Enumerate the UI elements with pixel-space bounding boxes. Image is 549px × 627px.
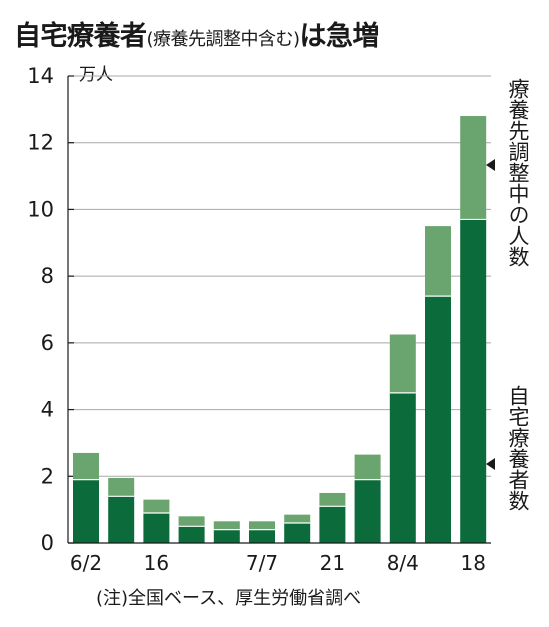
bar-home — [354, 479, 381, 543]
y-tick-label: 6 — [41, 331, 54, 355]
x-tick-label: 6/2 — [70, 551, 102, 575]
bar-adjusting — [425, 226, 451, 297]
bar-home — [143, 512, 170, 543]
bar-adjusting — [249, 521, 275, 530]
bar-home — [284, 522, 311, 543]
bar-adjusting — [213, 521, 240, 530]
y-axis-unit: 万人 — [79, 65, 113, 85]
legend-label-home: 自宅療養者数 — [506, 385, 530, 511]
bar-home — [249, 529, 275, 543]
x-tick-label: 8/4 — [387, 551, 419, 575]
title-tail: は急増 — [299, 21, 380, 52]
bar-adjusting — [178, 516, 205, 527]
title-sub: (療養先調整中含む) — [146, 29, 301, 50]
bar-home — [108, 496, 135, 543]
title-main: 自宅療養者 — [14, 21, 147, 52]
legend-label-adjusting: 療養先調整中の人数 — [506, 78, 530, 267]
bar-adjusting — [73, 452, 99, 480]
bar-adjusting — [460, 116, 487, 220]
y-tick-label: 10 — [27, 197, 54, 221]
bar-home — [319, 506, 346, 543]
y-tick-label: 2 — [41, 464, 54, 488]
legend-pointer-adjusting-icon — [486, 159, 495, 171]
y-tick-label: 8 — [41, 264, 54, 288]
bar-adjusting — [143, 499, 170, 513]
bar-adjusting — [284, 514, 311, 523]
x-tick-label: 18 — [460, 551, 485, 575]
source-note: (注)全国ベース、厚生労働省調べ — [96, 588, 362, 609]
bar-home — [178, 526, 205, 543]
bar-home — [460, 219, 487, 543]
y-tick-label: 0 — [41, 531, 54, 555]
bar-adjusting — [389, 334, 416, 393]
bar-home — [213, 529, 240, 543]
bar-adjusting — [319, 492, 346, 507]
x-tick-label: 7/7 — [246, 551, 278, 575]
bar-home — [73, 479, 99, 543]
bar-adjusting — [354, 454, 381, 480]
chart-title: 自宅療養者(療養先調整中含む)は急増 — [14, 14, 380, 53]
bar-adjusting — [108, 477, 135, 497]
y-tick-label: 14 — [27, 64, 54, 88]
bar-home — [389, 392, 416, 543]
y-tick-label: 12 — [27, 131, 54, 155]
x-tick-label: 21 — [320, 551, 345, 575]
bar-home — [425, 296, 451, 543]
y-tick-label: 4 — [41, 398, 54, 422]
legend-pointer-home-icon — [486, 458, 495, 470]
x-tick-label: 16 — [144, 551, 169, 575]
